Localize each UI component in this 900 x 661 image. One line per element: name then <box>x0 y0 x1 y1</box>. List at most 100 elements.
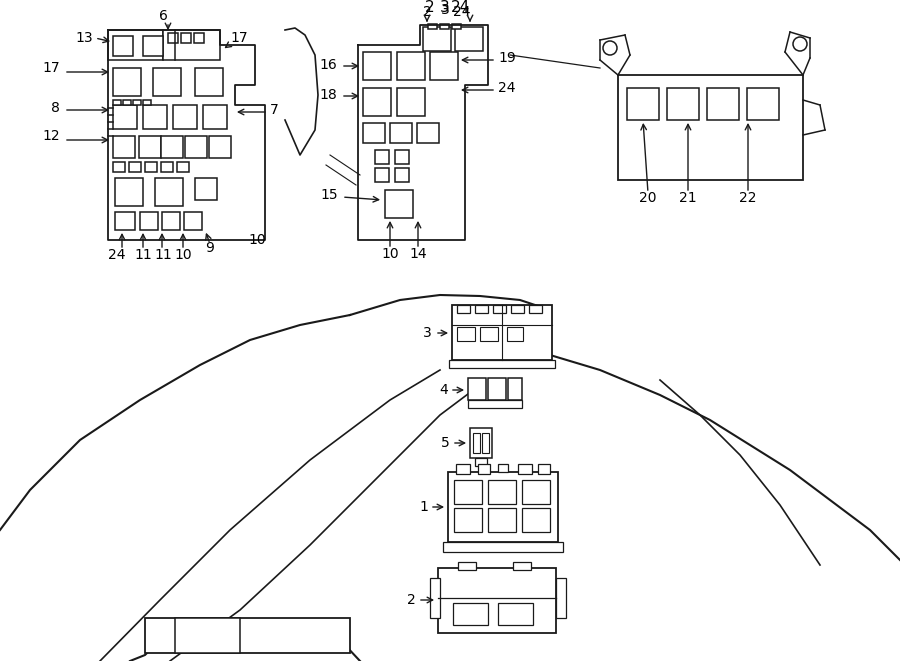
Bar <box>482 433 489 453</box>
Bar <box>508 378 522 400</box>
Bar <box>480 327 498 341</box>
Bar <box>454 480 482 504</box>
Circle shape <box>793 37 807 51</box>
Bar <box>115 178 143 206</box>
Bar <box>113 162 125 172</box>
Text: 24: 24 <box>108 248 126 262</box>
Text: 17: 17 <box>230 31 248 45</box>
Bar <box>163 30 220 60</box>
Text: 3: 3 <box>423 326 432 340</box>
Bar <box>209 136 231 158</box>
Bar <box>129 162 141 172</box>
Bar <box>529 305 542 313</box>
Bar <box>449 360 555 368</box>
Bar <box>511 305 524 313</box>
Bar <box>488 480 516 504</box>
Bar <box>458 562 476 570</box>
Bar <box>390 123 412 143</box>
Text: 1: 1 <box>419 500 428 514</box>
Bar <box>395 168 409 182</box>
Text: 21: 21 <box>680 191 697 205</box>
Bar <box>397 52 425 80</box>
Text: 2: 2 <box>407 593 416 607</box>
Bar <box>455 27 483 51</box>
Bar <box>177 162 189 172</box>
Bar <box>430 52 458 80</box>
Bar <box>184 212 202 230</box>
Text: 10: 10 <box>382 247 399 261</box>
Bar <box>161 136 183 158</box>
Bar <box>395 150 409 164</box>
Bar <box>113 105 137 129</box>
Bar <box>518 464 532 474</box>
Bar <box>747 88 779 120</box>
Bar <box>456 464 470 474</box>
Text: 14: 14 <box>410 247 427 261</box>
Bar <box>488 378 506 400</box>
Text: 4: 4 <box>439 383 448 397</box>
Bar <box>452 24 461 29</box>
Bar <box>417 123 439 143</box>
Bar <box>375 168 389 182</box>
Text: 20: 20 <box>639 191 657 205</box>
Bar <box>203 105 227 129</box>
Bar <box>140 212 158 230</box>
Bar <box>493 305 506 313</box>
Bar <box>195 68 223 96</box>
Text: 17: 17 <box>42 61 60 75</box>
Circle shape <box>603 41 617 55</box>
Bar <box>440 24 449 29</box>
Bar <box>397 88 425 116</box>
Bar <box>423 27 451 51</box>
Bar <box>175 618 240 653</box>
Bar <box>448 472 558 542</box>
Bar <box>363 123 385 143</box>
Bar <box>375 150 389 164</box>
Text: 10: 10 <box>248 233 266 247</box>
Bar <box>457 327 475 341</box>
Bar <box>522 480 550 504</box>
Text: 13: 13 <box>76 31 93 45</box>
Text: 2: 2 <box>423 5 431 19</box>
Bar <box>468 400 522 408</box>
Bar <box>443 542 563 552</box>
Bar <box>195 178 217 200</box>
Bar <box>468 378 486 400</box>
Text: 8: 8 <box>51 101 60 115</box>
Bar <box>123 100 131 105</box>
Bar <box>145 162 157 172</box>
Bar <box>667 88 699 120</box>
Bar <box>168 33 178 43</box>
Text: 2: 2 <box>425 1 435 15</box>
Text: 24: 24 <box>498 81 516 95</box>
Text: 3: 3 <box>440 1 450 15</box>
Bar <box>139 136 161 158</box>
Bar <box>538 464 550 474</box>
Bar <box>618 75 803 180</box>
Bar <box>707 88 739 120</box>
Text: 7: 7 <box>270 103 279 117</box>
Bar <box>430 578 440 618</box>
Text: 3: 3 <box>441 3 449 17</box>
Text: 24: 24 <box>450 1 470 15</box>
Bar <box>363 52 391 80</box>
Text: 16: 16 <box>320 58 337 72</box>
Bar <box>115 212 135 230</box>
Bar <box>475 305 488 313</box>
Bar <box>145 618 350 653</box>
Bar <box>453 603 488 625</box>
Text: 15: 15 <box>320 188 338 202</box>
Bar <box>185 136 207 158</box>
Bar <box>513 562 531 570</box>
Bar <box>454 508 482 532</box>
Bar <box>438 568 556 633</box>
Text: 9: 9 <box>205 241 214 255</box>
Bar <box>363 88 391 116</box>
Bar <box>143 36 163 56</box>
Bar <box>173 105 197 129</box>
Bar <box>153 68 181 96</box>
Bar <box>522 508 550 532</box>
Bar <box>133 100 141 105</box>
Bar <box>113 100 121 105</box>
Bar <box>452 305 552 360</box>
